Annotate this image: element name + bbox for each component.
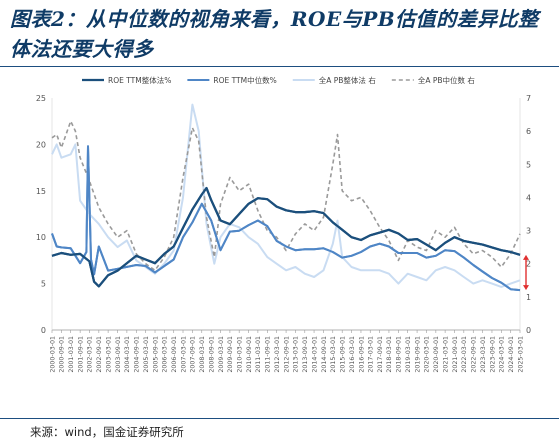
x-tick-label: 2008-03-01 bbox=[199, 336, 206, 373]
right-tick-label: 3 bbox=[526, 227, 531, 236]
x-tick-label: 2022-09-01 bbox=[471, 336, 478, 373]
x-tick-label: 2014-03-01 bbox=[311, 336, 318, 373]
x-tick-label: 2018-03-01 bbox=[386, 336, 393, 373]
x-tick-label: 2002-03-01 bbox=[87, 336, 94, 373]
x-tick-label: 2025-03-01 bbox=[517, 336, 524, 373]
source-note: 来源：wind，国金证券研究所 bbox=[30, 425, 184, 439]
x-tick-label: 2013-03-01 bbox=[293, 336, 300, 373]
x-tick-label: 2021-09-01 bbox=[452, 336, 459, 373]
x-tick-label: 2020-03-01 bbox=[424, 336, 431, 373]
x-tick-label: 2020-09-01 bbox=[433, 336, 440, 373]
x-tick-label: 2015-09-01 bbox=[339, 336, 346, 373]
x-tick-label: 2007-09-01 bbox=[190, 336, 197, 373]
right-tick-label: 6 bbox=[526, 127, 531, 136]
legend-label-1: ROE TTM整体法% bbox=[108, 75, 171, 85]
gap-arrow-head-bottom bbox=[523, 285, 529, 291]
series-line-1-top bbox=[51, 186, 521, 288]
legend-label-3: 全A PB整体法 右 bbox=[319, 75, 377, 85]
x-tick-label: 2005-09-01 bbox=[152, 336, 159, 373]
left-tick-label: 25 bbox=[36, 94, 46, 103]
legend-label-2: ROE TTM中位数% bbox=[213, 75, 276, 85]
left-tick-label: 20 bbox=[36, 140, 46, 149]
x-tick-label: 2005-03-01 bbox=[143, 336, 150, 373]
right-tick-label: 0 bbox=[526, 326, 531, 335]
series-line-3 bbox=[51, 103, 521, 288]
x-tick-label: 2000-03-01 bbox=[49, 336, 56, 373]
series-line-4 bbox=[51, 120, 521, 272]
x-tick-label: 2016-03-01 bbox=[349, 336, 356, 373]
x-tick-label: 2023-03-01 bbox=[480, 336, 487, 373]
x-tick-label: 2003-09-01 bbox=[115, 336, 122, 373]
series-line-2-top bbox=[51, 145, 521, 292]
x-tick-label: 2012-09-01 bbox=[283, 336, 290, 373]
right-tick-label: 2 bbox=[526, 260, 531, 269]
bottom-rule bbox=[0, 418, 559, 419]
top-rule bbox=[0, 66, 559, 67]
x-tick-label: 2003-03-01 bbox=[105, 336, 112, 373]
x-tick-label: 2024-03-01 bbox=[499, 336, 506, 373]
right-tick-label: 7 bbox=[526, 94, 531, 103]
series-line-1 bbox=[51, 186, 521, 288]
x-tick-label: 2015-03-01 bbox=[330, 336, 337, 373]
x-tick-label: 2000-09-01 bbox=[59, 336, 66, 373]
x-tick-label: 2023-09-01 bbox=[489, 336, 496, 373]
x-tick-label: 2019-09-01 bbox=[414, 336, 421, 373]
x-tick-label: 2006-03-01 bbox=[162, 336, 169, 373]
x-tick-label: 2014-09-01 bbox=[321, 336, 328, 373]
right-tick-label: 1 bbox=[526, 293, 531, 302]
x-tick-label: 2006-09-01 bbox=[171, 336, 178, 373]
x-tick-label: 2002-09-01 bbox=[96, 336, 103, 373]
right-tick-label: 4 bbox=[526, 193, 531, 202]
x-tick-label: 2011-09-01 bbox=[265, 336, 272, 373]
x-tick-label: 2012-03-01 bbox=[274, 336, 281, 373]
x-tick-label: 2008-09-01 bbox=[208, 336, 215, 373]
x-tick-label: 2009-09-01 bbox=[227, 336, 234, 373]
figure-title: 图表2：从中位数的视角来看，ROE与PB估值的差异比整体法还要大得多 bbox=[10, 7, 539, 61]
left-tick-label: 10 bbox=[36, 233, 46, 242]
left-tick-label: 0 bbox=[41, 326, 46, 335]
x-tick-label: 2004-09-01 bbox=[134, 336, 141, 373]
x-tick-label: 2009-03-01 bbox=[218, 336, 225, 373]
x-tick-label: 2019-03-01 bbox=[405, 336, 412, 373]
left-tick-label: 15 bbox=[36, 187, 46, 196]
right-tick-label: 5 bbox=[526, 160, 531, 169]
x-tick-label: 2010-09-01 bbox=[246, 336, 253, 373]
x-tick-label: 2013-09-01 bbox=[302, 336, 309, 373]
x-tick-label: 2011-03-01 bbox=[255, 336, 262, 373]
left-tick-label: 5 bbox=[41, 280, 46, 289]
x-tick-label: 2004-03-01 bbox=[124, 336, 131, 373]
legend-label-4: 全A PB中位数 右 bbox=[418, 75, 476, 85]
x-tick-label: 2016-09-01 bbox=[358, 336, 365, 373]
x-tick-label: 2001-09-01 bbox=[77, 336, 84, 373]
x-tick-label: 2021-03-01 bbox=[442, 336, 449, 373]
x-tick-label: 2018-09-01 bbox=[396, 336, 403, 373]
x-tick-label: 2022-03-01 bbox=[461, 336, 468, 373]
x-tick-label: 2024-09-01 bbox=[508, 336, 515, 373]
x-tick-label: 2007-03-01 bbox=[180, 336, 187, 373]
x-tick-label: 2017-03-01 bbox=[368, 336, 375, 373]
x-tick-label: 2017-09-01 bbox=[377, 336, 384, 373]
gap-arrow-head-top bbox=[523, 254, 529, 260]
x-tick-label: 2001-03-01 bbox=[68, 336, 75, 373]
x-tick-label: 2010-03-01 bbox=[236, 336, 243, 373]
